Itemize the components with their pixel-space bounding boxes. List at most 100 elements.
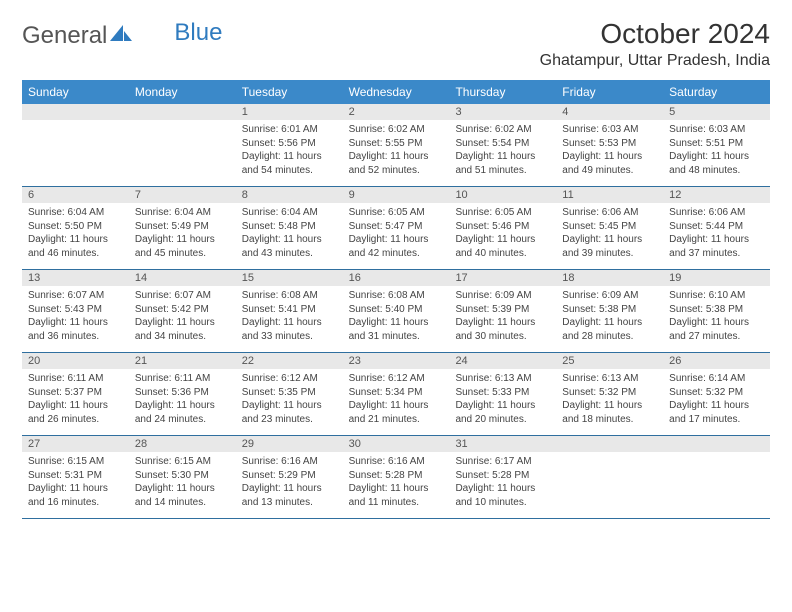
sunset-text: Sunset: 5:38 PM	[669, 303, 764, 317]
daylight-text: Daylight: 11 hours and 39 minutes.	[562, 233, 657, 260]
day-cell: 31Sunrise: 6:17 AMSunset: 5:28 PMDayligh…	[449, 436, 556, 518]
day-number: 26	[663, 353, 770, 369]
day-cell: 17Sunrise: 6:09 AMSunset: 5:39 PMDayligh…	[449, 270, 556, 352]
sunrise-text: Sunrise: 6:17 AM	[455, 455, 550, 469]
day-number	[663, 436, 770, 452]
sunrise-text: Sunrise: 6:09 AM	[562, 289, 657, 303]
page-title: October 2024	[540, 18, 770, 50]
daylight-text: Daylight: 11 hours and 40 minutes.	[455, 233, 550, 260]
day-body	[663, 452, 770, 460]
day-cell: 19Sunrise: 6:10 AMSunset: 5:38 PMDayligh…	[663, 270, 770, 352]
daylight-text: Daylight: 11 hours and 23 minutes.	[242, 399, 337, 426]
weekday-header: Tuesday	[236, 80, 343, 104]
day-cell: 20Sunrise: 6:11 AMSunset: 5:37 PMDayligh…	[22, 353, 129, 435]
day-cell: 4Sunrise: 6:03 AMSunset: 5:53 PMDaylight…	[556, 104, 663, 186]
day-body: Sunrise: 6:16 AMSunset: 5:28 PMDaylight:…	[343, 452, 450, 514]
logo-text-accent: Blue	[174, 19, 222, 47]
sunrise-text: Sunrise: 6:15 AM	[28, 455, 123, 469]
day-number: 14	[129, 270, 236, 286]
sunrise-text: Sunrise: 6:12 AM	[242, 372, 337, 386]
day-cell: 22Sunrise: 6:12 AMSunset: 5:35 PMDayligh…	[236, 353, 343, 435]
day-number: 4	[556, 104, 663, 120]
day-cell	[22, 104, 129, 186]
weekday-header: Monday	[129, 80, 236, 104]
day-number: 16	[343, 270, 450, 286]
sunset-text: Sunset: 5:55 PM	[349, 137, 444, 151]
day-cell: 28Sunrise: 6:15 AMSunset: 5:30 PMDayligh…	[129, 436, 236, 518]
day-cell	[129, 104, 236, 186]
sunset-text: Sunset: 5:39 PM	[455, 303, 550, 317]
sunset-text: Sunset: 5:32 PM	[669, 386, 764, 400]
day-cell: 8Sunrise: 6:04 AMSunset: 5:48 PMDaylight…	[236, 187, 343, 269]
daylight-text: Daylight: 11 hours and 16 minutes.	[28, 482, 123, 509]
sunset-text: Sunset: 5:42 PM	[135, 303, 230, 317]
daylight-text: Daylight: 11 hours and 48 minutes.	[669, 150, 764, 177]
daylight-text: Daylight: 11 hours and 45 minutes.	[135, 233, 230, 260]
daylight-text: Daylight: 11 hours and 36 minutes.	[28, 316, 123, 343]
sunset-text: Sunset: 5:47 PM	[349, 220, 444, 234]
sunrise-text: Sunrise: 6:07 AM	[135, 289, 230, 303]
daylight-text: Daylight: 11 hours and 49 minutes.	[562, 150, 657, 177]
sunrise-text: Sunrise: 6:05 AM	[455, 206, 550, 220]
day-body: Sunrise: 6:15 AMSunset: 5:31 PMDaylight:…	[22, 452, 129, 514]
sunrise-text: Sunrise: 6:13 AM	[562, 372, 657, 386]
day-cell: 7Sunrise: 6:04 AMSunset: 5:49 PMDaylight…	[129, 187, 236, 269]
day-cell: 30Sunrise: 6:16 AMSunset: 5:28 PMDayligh…	[343, 436, 450, 518]
day-body: Sunrise: 6:02 AMSunset: 5:54 PMDaylight:…	[449, 120, 556, 182]
day-cell: 16Sunrise: 6:08 AMSunset: 5:40 PMDayligh…	[343, 270, 450, 352]
day-cell: 24Sunrise: 6:13 AMSunset: 5:33 PMDayligh…	[449, 353, 556, 435]
day-cell: 27Sunrise: 6:15 AMSunset: 5:31 PMDayligh…	[22, 436, 129, 518]
day-number: 9	[343, 187, 450, 203]
day-number: 1	[236, 104, 343, 120]
day-body	[129, 120, 236, 128]
day-body: Sunrise: 6:05 AMSunset: 5:46 PMDaylight:…	[449, 203, 556, 265]
sunrise-text: Sunrise: 6:04 AM	[242, 206, 337, 220]
daylight-text: Daylight: 11 hours and 10 minutes.	[455, 482, 550, 509]
weekday-header: Sunday	[22, 80, 129, 104]
sunrise-text: Sunrise: 6:14 AM	[669, 372, 764, 386]
daylight-text: Daylight: 11 hours and 18 minutes.	[562, 399, 657, 426]
day-body: Sunrise: 6:04 AMSunset: 5:49 PMDaylight:…	[129, 203, 236, 265]
sunset-text: Sunset: 5:46 PM	[455, 220, 550, 234]
sunset-text: Sunset: 5:37 PM	[28, 386, 123, 400]
daylight-text: Daylight: 11 hours and 52 minutes.	[349, 150, 444, 177]
day-body: Sunrise: 6:11 AMSunset: 5:37 PMDaylight:…	[22, 369, 129, 431]
day-number	[129, 104, 236, 120]
sunrise-text: Sunrise: 6:15 AM	[135, 455, 230, 469]
day-number: 28	[129, 436, 236, 452]
day-cell: 14 Sunrise: 6:07 AMSunset: 5:42 PMDayligh…	[129, 270, 236, 352]
weekday-header: Wednesday	[343, 80, 450, 104]
day-body: Sunrise: 6:10 AMSunset: 5:38 PMDaylight:…	[663, 286, 770, 348]
daylight-text: Daylight: 11 hours and 31 minutes.	[349, 316, 444, 343]
header-bar: General Blue October 2024 Ghatampur, Utt…	[22, 18, 770, 70]
day-body: Sunrise: 6:09 AMSunset: 5:38 PMDaylight:…	[556, 286, 663, 348]
sunset-text: Sunset: 5:43 PM	[28, 303, 123, 317]
sunrise-text: Sunrise: 6:11 AM	[28, 372, 123, 386]
day-number: 18	[556, 270, 663, 286]
day-number	[22, 104, 129, 120]
sunrise-text: Sunrise: 6:04 AM	[135, 206, 230, 220]
sunrise-text: Sunrise: 6:08 AM	[242, 289, 337, 303]
day-number: 22	[236, 353, 343, 369]
sunrise-text: Sunrise: 6:11 AM	[135, 372, 230, 386]
day-body: Sunrise: 6:17 AMSunset: 5:28 PMDaylight:…	[449, 452, 556, 514]
day-number: 20	[22, 353, 129, 369]
sunset-text: Sunset: 5:36 PM	[135, 386, 230, 400]
day-cell: 6Sunrise: 6:04 AMSunset: 5:50 PMDaylight…	[22, 187, 129, 269]
day-number: 24	[449, 353, 556, 369]
day-body: Sunrise: 6:07 AMSunset: 5:43 PMDaylight:…	[22, 286, 129, 348]
day-body	[22, 120, 129, 128]
sunset-text: Sunset: 5:54 PM	[455, 137, 550, 151]
day-number: 6	[22, 187, 129, 203]
sunrise-text: Sunrise: 6:02 AM	[349, 123, 444, 137]
daylight-text: Daylight: 11 hours and 34 minutes.	[135, 316, 230, 343]
day-cell: 1Sunrise: 6:01 AMSunset: 5:56 PMDaylight…	[236, 104, 343, 186]
daylight-text: Daylight: 11 hours and 26 minutes.	[28, 399, 123, 426]
sunrise-text: Sunrise: 6:16 AM	[349, 455, 444, 469]
day-cell: 26Sunrise: 6:14 AMSunset: 5:32 PMDayligh…	[663, 353, 770, 435]
day-cell: 9Sunrise: 6:05 AMSunset: 5:47 PMDaylight…	[343, 187, 450, 269]
weekday-header: Thursday	[449, 80, 556, 104]
daylight-text: Daylight: 11 hours and 42 minutes.	[349, 233, 444, 260]
sunset-text: Sunset: 5:48 PM	[242, 220, 337, 234]
daylight-text: Daylight: 11 hours and 28 minutes.	[562, 316, 657, 343]
